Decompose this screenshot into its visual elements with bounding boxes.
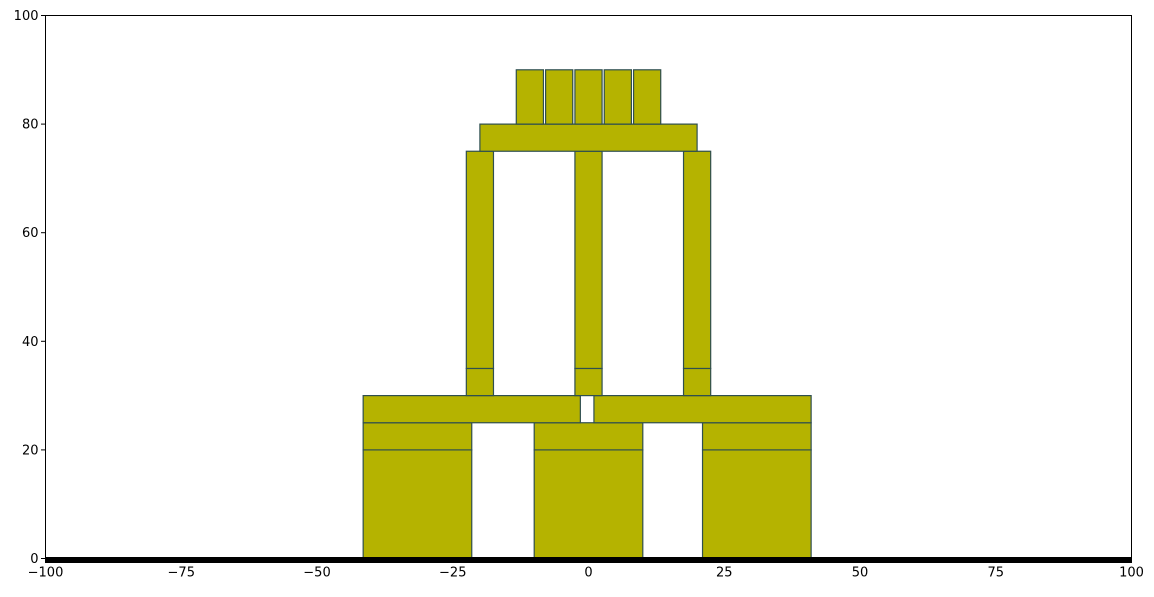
block-11 [465, 150, 495, 370]
y-tick-label: 0 [30, 552, 38, 567]
y-tick-label: 20 [22, 443, 39, 458]
block-13 [682, 150, 712, 370]
block-19 [632, 69, 662, 125]
y-tick-label: 60 [22, 226, 39, 241]
y-tick-label: 40 [22, 335, 39, 350]
x-tick-label: 25 [716, 566, 733, 581]
x-axis: −100 −75 −50 −25 0 25 50 75 100 [28, 558, 1144, 581]
block-0 [362, 449, 473, 560]
block-5 [701, 422, 812, 451]
block-14 [479, 123, 698, 152]
block-12 [574, 150, 603, 370]
x-tick-label: 100 [1119, 566, 1144, 581]
block-8 [465, 367, 495, 397]
x-tick-label: −100 [28, 566, 64, 581]
block-17 [574, 69, 603, 125]
y-tick-label: 100 [14, 9, 39, 24]
block-10 [682, 367, 712, 397]
x-tick-label: −75 [168, 566, 195, 581]
y-axis: 0 20 40 60 80 100 [14, 9, 46, 567]
block-3 [362, 422, 473, 451]
block-6 [362, 395, 581, 424]
x-tick-label: 75 [987, 566, 1004, 581]
block-4 [533, 422, 644, 451]
blocks-layer [362, 69, 812, 560]
block-18 [603, 69, 632, 125]
block-15 [515, 69, 545, 125]
y-tick-label: 80 [22, 118, 39, 133]
block-16 [545, 69, 574, 125]
x-tick-label: −50 [303, 566, 330, 581]
x-tick-label: 50 [852, 566, 869, 581]
block-7 [593, 395, 812, 424]
x-tick-label: 0 [584, 566, 592, 581]
block-9 [574, 367, 603, 397]
block-1 [533, 449, 644, 560]
x-tick-label: −25 [439, 566, 466, 581]
block-2 [701, 449, 812, 560]
